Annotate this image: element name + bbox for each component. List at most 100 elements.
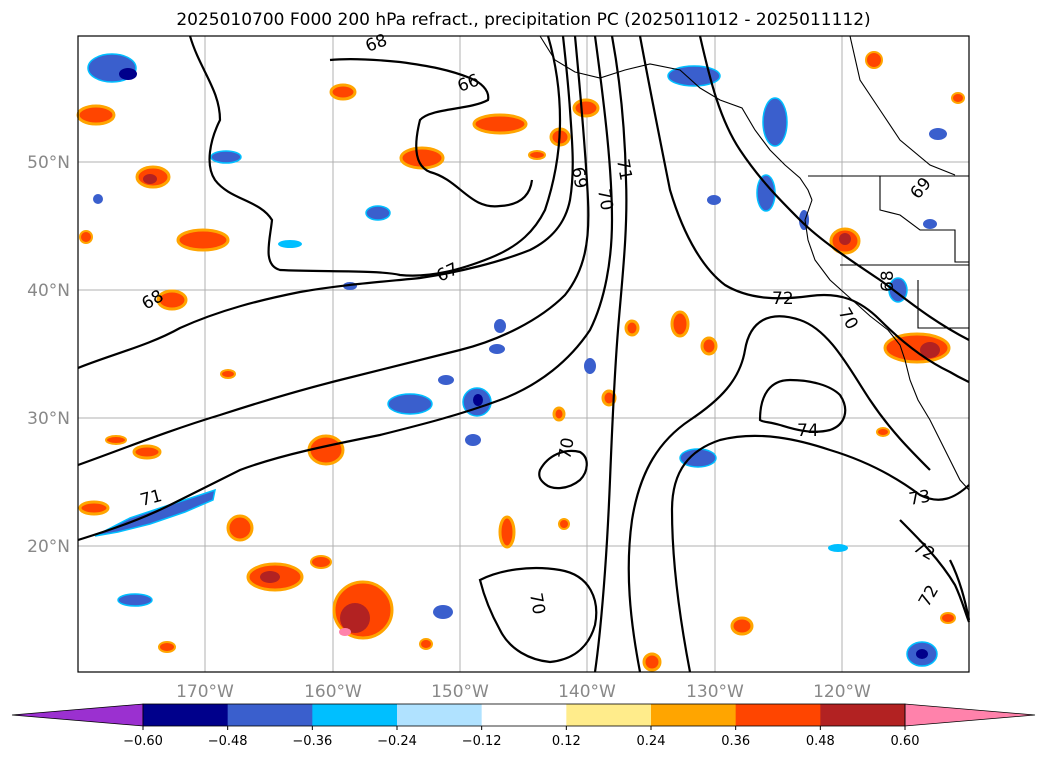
precip-pos-blob (105, 435, 127, 445)
lon-label-120w: 120°W (813, 682, 871, 702)
contour-label: 72 (772, 289, 794, 309)
precip-neg-blob (438, 375, 454, 385)
colorbar-extend-low (11, 703, 144, 727)
colorbar-segment (481, 704, 567, 726)
lon-label-160w: 160°W (304, 682, 362, 702)
precip-neg-blob (489, 344, 505, 354)
precip-pos-blob (329, 83, 357, 101)
precip-pos-blob (558, 518, 570, 530)
precip-neg-blob (433, 605, 453, 619)
contour-label: 70 (593, 187, 616, 212)
precip-neg-blob (756, 174, 776, 212)
lon-label-170w: 170°W (176, 682, 234, 702)
west-coast (804, 199, 970, 491)
colorbar-segment (735, 704, 821, 726)
precip-neg-blob (465, 434, 481, 446)
precip-pos-blob (572, 98, 600, 118)
colorbar-segment (312, 704, 398, 726)
precip-neg-blob (387, 393, 433, 415)
precip-pos-blob (601, 389, 617, 407)
state-border (917, 280, 969, 329)
precip-pos-blob (951, 92, 965, 104)
contour-72c (627, 315, 931, 673)
colorbar: −0.60 −0.48 −0.36 −0.24 −0.12 0.12 0.24 0.36 0.4… (11, 703, 1036, 749)
colorbar-tick-label: −0.24 (377, 734, 417, 749)
precip-pos-blob (78, 500, 110, 516)
colorbar-tick-label: −0.60 (123, 734, 163, 749)
precip-neg-core (916, 649, 928, 659)
contour-label: 74 (797, 421, 819, 441)
colorbar-segment (227, 704, 313, 726)
contour-71 (593, 35, 628, 673)
precip-neg-blob (278, 240, 302, 248)
precip-pos-core (920, 342, 940, 358)
precip-pos-core (143, 174, 157, 184)
contour-73 (670, 434, 970, 673)
precip-neg-blob (707, 195, 721, 205)
colorbar-segment (651, 704, 737, 726)
contour-72 (638, 35, 970, 383)
colorbar-tick-label: −0.36 (292, 734, 332, 749)
lat-label-40n: 40°N (27, 281, 70, 301)
precip-pos-blob (156, 289, 188, 311)
precip-pos-core (340, 603, 370, 633)
contour-72b (698, 35, 970, 341)
precip-neg-blob (365, 205, 391, 221)
map-title: 2025010700 F000 200 hPa refract., precip… (176, 10, 871, 30)
contour-label: 68 (878, 270, 898, 292)
precip-neg-blob (679, 448, 717, 468)
precip-pos-core (260, 571, 280, 583)
colorbar-segment (397, 704, 483, 726)
state-borders (879, 176, 969, 263)
precip-pos-blob (642, 652, 662, 672)
precip-pos-blob (310, 555, 332, 569)
precip-neg-blob (584, 358, 596, 374)
colorbar-tick-label: 0.48 (806, 734, 835, 749)
precip-pos-blob (419, 638, 433, 650)
colorbar-outline (142, 703, 906, 727)
contour-74 (758, 378, 847, 433)
lat-label-50n: 50°N (27, 153, 70, 173)
lon-label-130w: 130°W (686, 682, 744, 702)
precip-neg-blob (93, 194, 103, 204)
contour-68 (77, 35, 574, 370)
lat-label-30n: 30°N (27, 409, 70, 429)
lon-label-150w: 150°W (431, 682, 489, 702)
colorbar-tick-label: 0.24 (637, 734, 666, 749)
colorbar-tick-label: 0.60 (891, 734, 920, 749)
precip-neg-core (119, 68, 137, 80)
colorbar-segment (143, 704, 229, 726)
contour-label: 70 (555, 436, 578, 461)
precip-pos-blob (876, 427, 890, 437)
precip-neg-blob (828, 544, 848, 552)
precip-pos-blob (79, 230, 93, 244)
contour-72d (949, 559, 971, 621)
precip-pos-blob (399, 146, 445, 170)
contour-label: 70 (525, 591, 548, 616)
precip-pos-blob (940, 612, 956, 624)
contour-70c (538, 449, 588, 490)
colorbar-tick-label: 0.36 (721, 734, 750, 749)
colorbar-tick-label: 0.12 (552, 734, 581, 749)
precip-pos-max (339, 628, 351, 636)
refractivity-contours (77, 35, 971, 673)
coastlines (539, 35, 970, 491)
contour-70 (77, 35, 614, 542)
contour-72e (899, 519, 971, 623)
colorbar-segment (566, 704, 652, 726)
precip-neg-blob (117, 593, 153, 607)
map-plot-area (78, 36, 969, 672)
precip-pos-core (839, 233, 851, 245)
precip-pos-blob (865, 51, 883, 69)
map-frame (77, 35, 970, 673)
colorbar-tick-label: −0.48 (208, 734, 248, 749)
precip-pos-blob (730, 616, 754, 636)
lat-axis-labels: 50°N 40°N 30°N 20°N (27, 153, 70, 557)
graticule (78, 36, 969, 672)
precip-pos-blob (226, 514, 254, 542)
precip-pos-blob (552, 406, 566, 422)
precip-neg-blob (923, 219, 937, 229)
lat-label-20n: 20°N (27, 537, 70, 557)
alaska-coast (539, 35, 813, 201)
